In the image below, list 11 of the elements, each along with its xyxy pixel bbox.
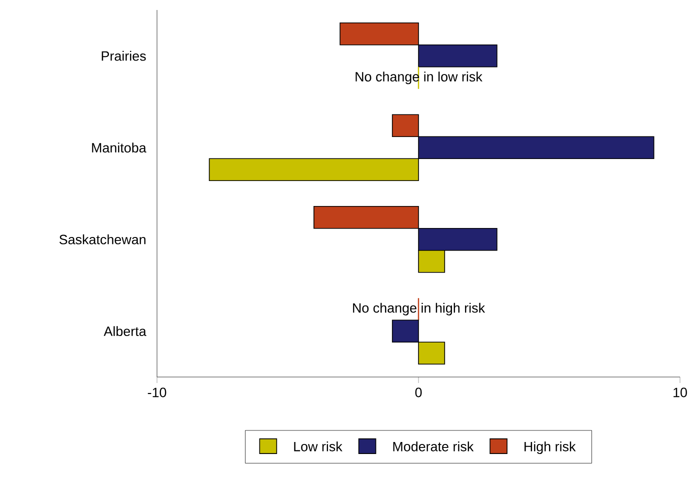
x-tick-label: 10 bbox=[674, 388, 687, 398]
legend-label: Low risk bbox=[294, 441, 342, 452]
legend-label: High risk bbox=[524, 441, 576, 454]
annotation: No change in high risk bbox=[353, 302, 486, 316]
y-tick-label: Prairies bbox=[102, 50, 146, 61]
x-tick-label: 0 bbox=[415, 388, 422, 398]
y-tick-label: Saskatchewan bbox=[59, 234, 146, 244]
x-tick-label: -10 bbox=[148, 388, 166, 398]
y-tick-label: Manitoba bbox=[92, 142, 146, 153]
y-tick-label: Alberta bbox=[104, 326, 146, 336]
legend-label: Moderate risk bbox=[393, 441, 474, 452]
